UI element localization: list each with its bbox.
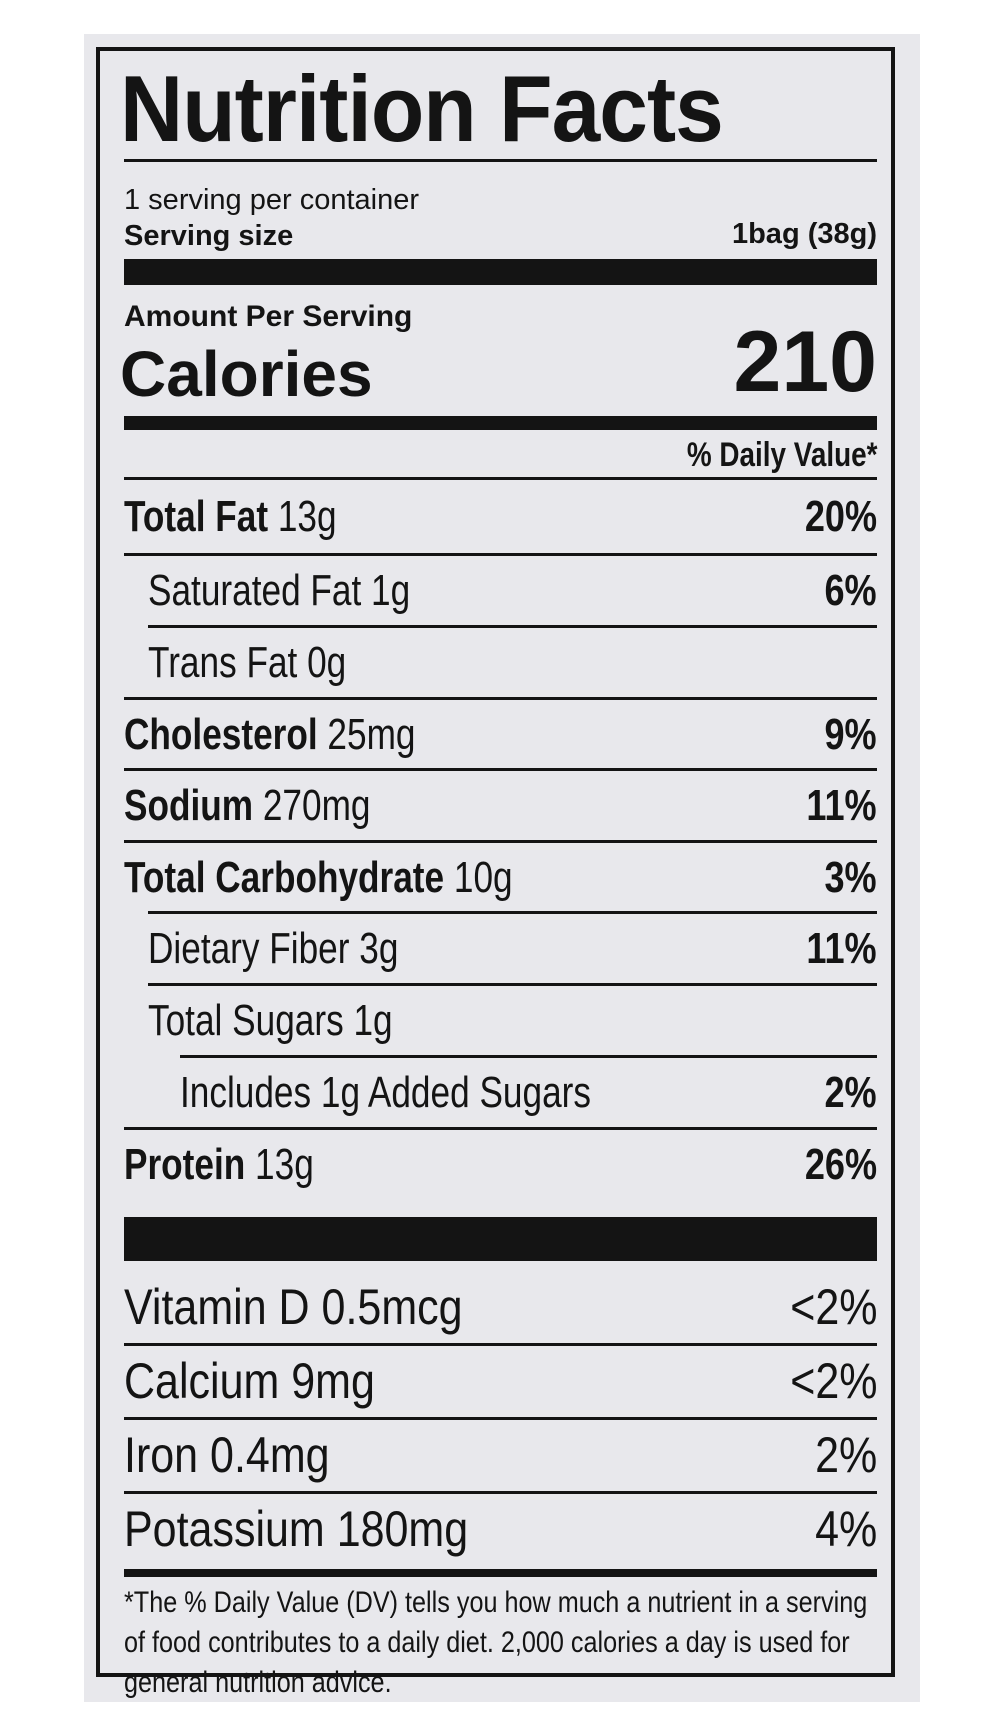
nutrient-name: Cholesterol (124, 710, 318, 759)
divider (124, 840, 877, 843)
calories-value: 210 (733, 314, 878, 410)
nutrient-row-sodium: Sodium 270mg 11% (124, 770, 877, 842)
label-title: Nutrition Facts (120, 56, 724, 161)
vitamin-name: Vitamin D 0.5mcg (124, 1279, 463, 1335)
divider (124, 477, 877, 480)
nutrient-row-total-fat: Total Fat 13g 20% (124, 481, 877, 553)
nutrient-amount: 13g (255, 1140, 314, 1189)
divider (124, 553, 877, 556)
vitamin-row-vitamin-d: Vitamin D 0.5mcg <2% (124, 1271, 877, 1343)
nutrient-name: Protein (124, 1140, 246, 1189)
nutrient-name: Sodium (124, 781, 254, 830)
divider (148, 983, 877, 986)
vitamin-dv: 2% (814, 1427, 877, 1483)
vitamin-dv: <2% (789, 1279, 877, 1335)
nutrient-name: Total Sugars 1g (148, 996, 393, 1045)
serving-size-label: Serving size (124, 220, 294, 252)
divider (124, 1127, 877, 1130)
serving-size-value: 1bag (38g) (731, 218, 877, 250)
divider (148, 625, 877, 628)
vitamin-dv: 4% (814, 1501, 877, 1557)
divider (124, 1491, 877, 1494)
nutrient-name: Total Carbohydrate (124, 853, 445, 902)
medium-divider (124, 1569, 877, 1577)
divider (124, 768, 877, 771)
nutrient-dv: 3% (824, 853, 877, 902)
nutrient-name: Includes 1g Added Sugars (180, 1068, 591, 1117)
nutrient-name: Dietary Fiber 3g (148, 924, 399, 973)
footnote: *The % Daily Value (DV) tells you how mu… (124, 1586, 868, 1699)
calories-label: Calories (120, 338, 373, 410)
nutrient-dv: 20% (804, 492, 877, 541)
nutrient-dv: 11% (806, 781, 877, 830)
nutrient-amount: 25mg (327, 710, 416, 759)
nutrient-name: Total Fat (124, 492, 269, 541)
thick-divider (124, 1217, 877, 1261)
vitamin-row-potassium: Potassium 180mg 4% (124, 1493, 877, 1565)
nutrient-dv: 9% (824, 710, 877, 759)
nutrient-row-saturated-fat: Saturated Fat 1g 6% (124, 555, 877, 627)
nutrient-amount: 10g (453, 853, 513, 902)
divider (124, 1343, 877, 1346)
nutrient-amount: 270mg (262, 781, 371, 830)
nutrient-dv: 26% (804, 1140, 877, 1189)
nutrient-row-total-carbohydrate: Total Carbohydrate 10g 3% (124, 842, 877, 914)
nutrient-name: Trans Fat 0g (148, 638, 347, 687)
divider (124, 697, 877, 700)
nutrient-dv: 2% (824, 1068, 877, 1117)
daily-value-header: % Daily Value* (686, 436, 877, 474)
divider (124, 159, 877, 162)
nutrient-row-dietary-fiber: Dietary Fiber 3g 11% (124, 913, 877, 985)
nutrient-row-total-sugars: Total Sugars 1g (124, 985, 877, 1057)
divider (180, 1055, 877, 1058)
vitamin-row-calcium: Calcium 9mg <2% (124, 1345, 877, 1417)
vitamin-dv: <2% (789, 1353, 877, 1409)
servings-per-container: 1 serving per container (124, 184, 419, 216)
amount-per-serving: Amount Per Serving (124, 300, 413, 333)
divider (124, 1417, 877, 1420)
vitamin-name: Iron 0.4mg (124, 1427, 330, 1483)
medium-divider (124, 416, 877, 430)
vitamin-name: Calcium 9mg (124, 1353, 375, 1409)
nutrient-row-protein: Protein 13g 26% (124, 1129, 877, 1201)
divider (148, 911, 877, 914)
nutrient-amount: 13g (277, 492, 337, 541)
vitamin-row-iron: Iron 0.4mg 2% (124, 1419, 877, 1491)
label-background (84, 34, 920, 1702)
nutrition-facts-label: Nutrition Facts 1 serving per container … (96, 47, 895, 1699)
vitamin-name: Potassium 180mg (124, 1501, 469, 1557)
nutrient-dv: 6% (824, 566, 877, 615)
thick-divider (124, 259, 877, 285)
nutrient-row-cholesterol: Cholesterol 25mg 9% (124, 699, 877, 771)
nutrient-dv: 11% (806, 924, 877, 973)
nutrient-name: Saturated Fat 1g (148, 566, 411, 615)
nutrient-row-trans-fat: Trans Fat 0g (124, 627, 877, 699)
nutrient-row-added-sugars: Includes 1g Added Sugars 2% (124, 1057, 877, 1129)
